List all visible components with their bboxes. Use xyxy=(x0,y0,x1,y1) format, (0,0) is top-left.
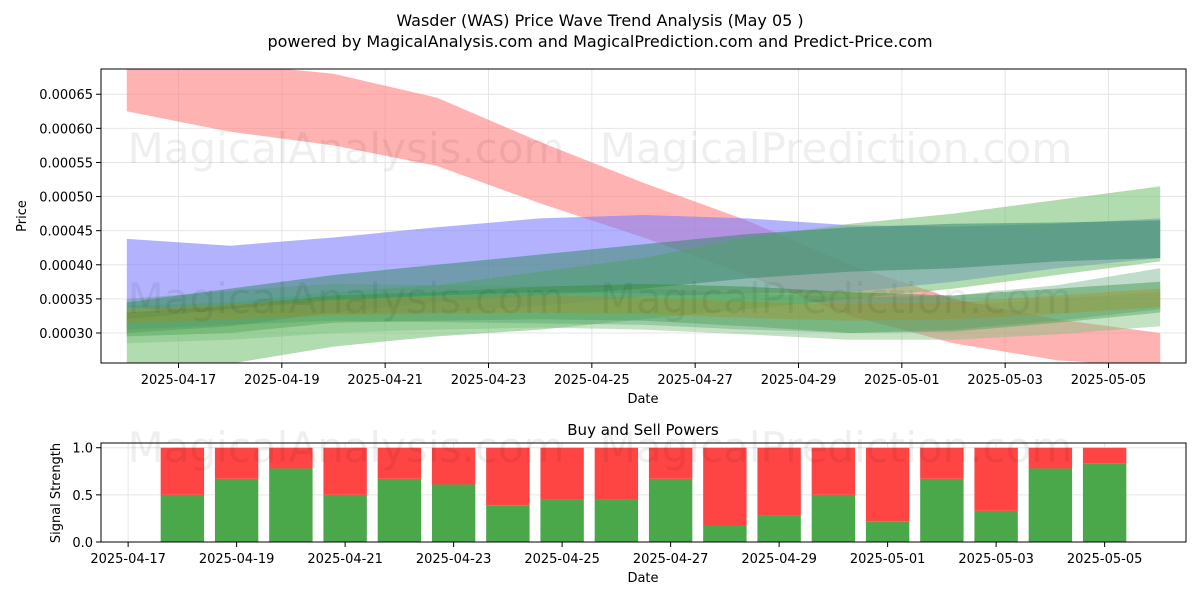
price-x-axis-label: Date xyxy=(627,392,658,407)
buy-power-bar xyxy=(540,499,584,542)
price-x-tick-label: 2025-04-17 xyxy=(141,373,217,388)
signal-x-tick-label: 2025-04-27 xyxy=(633,552,709,567)
price-y-tick-label: 0.00035 xyxy=(39,293,93,308)
signal-chart-title: Buy and Sell Powers xyxy=(567,421,719,439)
buy-power-bar xyxy=(486,505,530,542)
price-y-ticks: 0.00030 0.00035 0.00040 0.00045 0.00050 0.000… xyxy=(39,88,101,342)
sell-power-bar xyxy=(323,447,367,495)
sell-power-bar xyxy=(703,447,747,526)
signal-x-axis-label: Date xyxy=(627,571,658,586)
sell-power-bar xyxy=(1028,447,1073,469)
buy-power-bar xyxy=(214,478,259,542)
signal-x-tick-label: 2025-04-21 xyxy=(307,552,383,567)
buy-power-bar xyxy=(703,525,747,542)
signal-chart: Buy and Sell Powers MagicalAnalysis.com … xyxy=(49,421,1187,586)
signal-y-ticks: 0.0 0.5 1.0 xyxy=(72,442,101,551)
price-y-tick-label: 0.00055 xyxy=(39,156,93,171)
watermark-top-left: MagicalAnalysis.com xyxy=(128,124,565,173)
price-x-tick-label: 2025-05-03 xyxy=(967,373,1043,388)
signal-bars xyxy=(160,447,1127,542)
signal-x-tick-label: 2025-04-19 xyxy=(199,552,275,567)
signal-x-tick-label: 2025-05-03 xyxy=(958,552,1034,567)
sell-power-bar xyxy=(540,447,584,500)
buy-power-bar xyxy=(377,478,422,542)
price-bands xyxy=(126,69,1161,363)
buy-power-bar xyxy=(431,484,476,542)
sell-power-bar xyxy=(594,447,639,500)
sell-power-bar xyxy=(377,447,422,479)
signal-x-tick-label: 2025-05-01 xyxy=(850,552,926,567)
price-y-tick-label: 0.00065 xyxy=(39,88,93,103)
price-x-tick-label: 2025-04-27 xyxy=(657,373,733,388)
buy-power-bar xyxy=(323,494,367,542)
price-x-tick-label: 2025-04-19 xyxy=(244,373,320,388)
price-plot-frame xyxy=(100,68,1187,364)
sell-power-bar xyxy=(757,447,801,516)
buy-power-bar xyxy=(920,478,964,542)
buy-power-bar xyxy=(160,494,205,542)
signal-y-tick-label: 0.0 xyxy=(72,536,93,551)
price-y-tick-label: 0.00045 xyxy=(39,225,93,240)
signal-plot-frame xyxy=(100,442,1187,543)
sell-power-bar xyxy=(486,447,530,506)
sell-power-bar xyxy=(920,447,964,479)
watermark-bottom-left: MagicalAnalysis.com xyxy=(128,423,565,472)
watermark-bottom-right: MagicalPrediction.com xyxy=(600,423,1073,472)
signal-x-tick-label: 2025-04-23 xyxy=(416,552,492,567)
price-wave-band-4 xyxy=(126,220,1161,333)
price-y-tick-label: 0.00060 xyxy=(39,122,93,137)
sell-power-bar xyxy=(811,447,856,495)
sell-power-bar xyxy=(269,447,313,469)
signal-y-axis-label: Signal Strength xyxy=(49,443,64,543)
sell-power-bar xyxy=(974,447,1018,511)
price-wave-band-7 xyxy=(126,268,1161,333)
watermark-mid-left: MagicalAnalysis.com xyxy=(128,274,565,323)
price-x-tick-label: 2025-04-29 xyxy=(761,373,837,388)
sell-power-bar xyxy=(214,447,259,479)
price-x-tick-label: 2025-04-25 xyxy=(554,373,630,388)
price-x-tick-label: 2025-04-21 xyxy=(347,373,423,388)
watermark-mid-right: MagicalPrediction.com xyxy=(600,274,1073,323)
buy-power-bar xyxy=(1082,463,1127,542)
signal-x-tick-label: 2025-05-05 xyxy=(1067,552,1143,567)
buy-power-bar xyxy=(757,515,801,542)
signal-x-tick-label: 2025-04-25 xyxy=(524,552,600,567)
watermark-top-right: MagicalPrediction.com xyxy=(600,124,1073,173)
sell-power-bar xyxy=(865,447,910,522)
buy-power-bar xyxy=(648,478,693,542)
price-y-axis-label: Price xyxy=(15,200,30,232)
buy-power-bar xyxy=(865,521,910,542)
price-y-tick-label: 0.00030 xyxy=(39,327,93,342)
price-x-tick-label: 2025-05-01 xyxy=(864,373,940,388)
sell-power-bar xyxy=(431,447,476,485)
signal-y-tick-label: 1.0 xyxy=(72,442,93,457)
sell-power-bar xyxy=(160,447,205,495)
price-x-ticks: 2025-04-17 2025-04-19 2025-04-21 2025-04-23… xyxy=(141,363,1147,388)
price-y-tick-label: 0.00050 xyxy=(39,191,93,206)
price-chart: MagicalAnalysis.com MagicalPrediction.co… xyxy=(15,68,1187,407)
price-x-tick-label: 2025-05-05 xyxy=(1071,373,1147,388)
price-wave-band-6 xyxy=(126,292,1161,344)
buy-power-bar xyxy=(1028,468,1073,542)
signal-x-ticks: 2025-04-17 2025-04-19 2025-04-21 2025-04-23… xyxy=(90,542,1142,567)
chart-subtitle: powered by MagicalAnalysis.com and Magic… xyxy=(267,32,932,51)
buy-power-bar xyxy=(811,494,856,542)
signal-x-tick-label: 2025-04-17 xyxy=(90,552,166,567)
buy-power-bar xyxy=(594,499,639,542)
buy-power-bar xyxy=(269,468,313,542)
signal-y-tick-label: 0.5 xyxy=(72,489,93,504)
sell-power-bar xyxy=(648,447,693,479)
price-x-tick-label: 2025-04-23 xyxy=(451,373,527,388)
buy-power-bar xyxy=(974,510,1018,542)
sell-power-bar xyxy=(1082,447,1127,464)
signal-x-tick-label: 2025-04-29 xyxy=(741,552,817,567)
price-wave-band-8 xyxy=(126,288,1161,323)
price-y-tick-label: 0.00040 xyxy=(39,259,93,274)
price-wave-band-5 xyxy=(126,281,1161,337)
chart-title: Wasder (WAS) Price Wave Trend Analysis (… xyxy=(396,11,803,30)
